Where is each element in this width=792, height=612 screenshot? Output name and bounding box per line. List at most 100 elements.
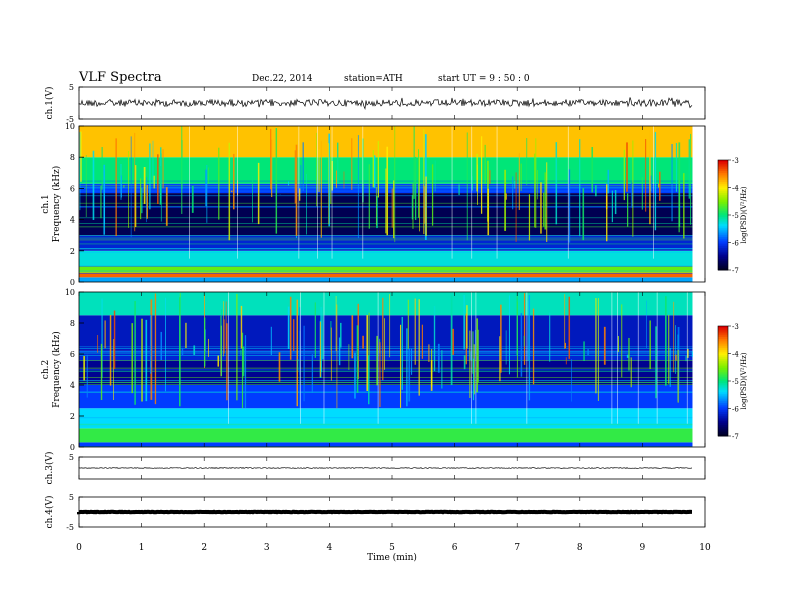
- ch1-spectrogram-panel-colorbar-cell-42: [718, 237, 728, 240]
- ch1-spectrogram-panel-colorbar-cell-38: [718, 229, 728, 232]
- ch1-spectrogram-panel-band-0: [79, 277, 693, 282]
- ch3-waveform-panel-ylabel: ch.3(V): [44, 452, 55, 485]
- ch1-spectrogram-panel-colorbar-cell-15: [718, 187, 728, 190]
- ch1-spectrogram-panel-colorbar-cell-13: [718, 183, 728, 187]
- ch4-waveform-panel-ytick-label-0: 5: [69, 493, 74, 502]
- ch2-spectrogram-panel-colorbar-cell-21: [718, 364, 728, 367]
- ch2-spectrogram-panel-colorbar-cell-15: [718, 353, 728, 356]
- ch1-spectrogram-panel-colorbar-cell-31: [718, 216, 728, 220]
- ch2-spectrogram-panel-ytick-label-1: 2: [70, 412, 75, 421]
- ch1-spectrogram-panel-colorbar-cell-2: [718, 163, 728, 166]
- ch2-spectrogram-panel-colorbar-cell-35: [718, 390, 728, 393]
- ch2-spectrogram-panel-colorbar-cell-44: [718, 406, 728, 409]
- ch2-spectrogram-panel-colorbar-cell-1: [718, 327, 728, 331]
- ch2-spectrogram-panel-colorbar-cell-40: [718, 399, 728, 402]
- ch2-spectrogram-panel-colorbar-cell-7: [718, 338, 728, 342]
- ch1-spectrogram-panel-colorbar-cell-5: [718, 169, 728, 172]
- ch2-spectrogram-panel-ytick-label-4: 8: [70, 319, 75, 328]
- ch1-spectrogram-panel-colorbar-cell-52: [718, 255, 728, 258]
- ch2-spectrogram-panel-colorbar-cell-18: [718, 359, 728, 362]
- ch1-spectrogram-panel-colorbar-cell-56: [718, 262, 728, 265]
- time-tick-label-9: 9: [640, 543, 646, 553]
- time-axis-label: Time (min): [367, 552, 417, 563]
- ch1-spectrogram-panel-colorbar-cell-36: [718, 226, 728, 229]
- ch2-spectrogram-panel-colorbar-cell-34: [718, 388, 728, 391]
- ch2-spectrogram-panel-colorbar-cell-23: [718, 368, 728, 371]
- ch1-spectrogram-panel-band-1: [79, 272, 693, 278]
- ch1-spectrogram-panel-colorbar-cell-47: [718, 246, 728, 249]
- ch1-spectrogram-panel-band-4: [79, 235, 693, 251]
- ch1-spectrogram-panel-colorbar-cell-19: [718, 194, 728, 198]
- ch2-spectrogram-panel-colorbar-cell-36: [718, 392, 728, 395]
- chart-title: VLF Spectra: [79, 70, 162, 85]
- ch1-spectrogram-panel-colorbar-cell-11: [718, 180, 728, 183]
- time-tick-label-2: 2: [201, 543, 207, 553]
- ch1-spectrogram-panel-colorbar-cell-7: [718, 172, 728, 176]
- ch1-spectrogram-panel-band-8: [79, 126, 693, 158]
- ch1-spectrogram-panel-colorbar-cell-3: [718, 165, 728, 168]
- ch1-spectrogram-panel-colorbar-cell-12: [718, 182, 728, 185]
- ch1-spectrogram-panel-ylabel-channel: ch.1: [41, 194, 51, 213]
- ch1-spectrogram-panel-colorbar-cell-44: [718, 240, 728, 243]
- ch1-spectrogram-panel-colorbar-cell-54: [718, 259, 728, 262]
- time-tick-label-1: 1: [139, 543, 145, 553]
- ch2-spectrogram-panel-colorbar-cell-51: [718, 419, 728, 422]
- ch1-spectrogram-panel-cb-tick-label-1: -4: [732, 185, 739, 193]
- ch2-spectrogram-panel-band-4: [79, 360, 693, 385]
- ch2-spectrogram-panel-ytick-label-3: 6: [70, 350, 75, 359]
- ch1-spectrogram-panel-colorbar-cell-57: [718, 264, 728, 267]
- ch3-waveform-panel-ytick-label-0: 5: [69, 453, 74, 462]
- ch2-spectrogram-panel-band-2: [79, 408, 693, 429]
- ch2-spectrogram-panel-colorbar-cell-5: [718, 335, 728, 338]
- ch2-spectrogram-panel-colorbar-cell-33: [718, 386, 728, 389]
- ch2-spectrogram-panel-colorbar-cell-46: [718, 410, 728, 413]
- ch2-spectrogram-panel: [78, 291, 706, 448]
- ch4-waveform-panel: [77, 496, 706, 528]
- ch2-spectrogram-panel-ytick-label-0: 0: [70, 443, 75, 452]
- ch2-spectrogram-panel-colorbar-cell-11: [718, 346, 728, 349]
- ch1-spectrogram-panel-colorbar-cell-17: [718, 191, 728, 194]
- ch1-spectrogram-panel-colorbar: [717, 159, 731, 271]
- ch1-spectrogram-panel-colorbar-cell-14: [718, 185, 728, 188]
- ch1-spectrogram-panel-colorbar-cell-30: [718, 215, 728, 218]
- ch1-spectrogram-panel-colorbar-cell-1: [718, 161, 728, 165]
- ch2-spectrogram-panel-colorbar-cell-52: [718, 421, 728, 424]
- ch2-spectrogram-panel-colorbar-cell-55: [718, 426, 728, 430]
- ch1-waveform-panel-ytick-label-0: 5: [69, 83, 74, 92]
- ch2-spectrogram-panel-colorbar-cell-39: [718, 397, 728, 400]
- ch1-spectrogram-panel-band-2: [79, 266, 693, 273]
- ch2-spectrogram-panel-colorbar-cell-47: [718, 412, 728, 415]
- ch2-spectrogram-panel-colorbar-cell-6: [718, 337, 728, 340]
- ch1-spectrogram-panel-colorbar-cell-8: [718, 174, 728, 177]
- ch2-spectrogram-panel-colorbar-cell-48: [718, 414, 728, 417]
- ch1-spectrogram-panel-colorbar-cell-35: [718, 224, 728, 227]
- ch1-spectrogram-panel-colorbar-cell-29: [718, 213, 728, 216]
- ch1-waveform-panel-ylabel: ch.1(V): [44, 87, 55, 120]
- ch2-spectrogram-panel-colorbar-cell-56: [718, 428, 728, 431]
- ch1-spectrogram-panel-colorbar-cell-48: [718, 248, 728, 251]
- ch2-spectrogram-panel-colorbar-cell-0: [718, 326, 728, 329]
- ch1-spectrogram-panel-colorbar-cell-39: [718, 231, 728, 234]
- ch2-spectrogram-panel-colorbar-label: log(PSD)(V²/Hz): [740, 352, 748, 409]
- ch1-spectrogram-panel-cb-tick-label-0: -3: [732, 157, 739, 165]
- time-tick-label-0: 0: [76, 543, 82, 553]
- ch1-spectrogram-panel-colorbar-cell-53: [718, 257, 728, 260]
- ch1-spectrogram-panel-ytick-label-0: 0: [70, 278, 75, 287]
- ch2-spectrogram-panel-colorbar-cell-16: [718, 355, 728, 358]
- ch3-waveform-panel: [78, 456, 706, 480]
- time-tick-label-3: 3: [264, 543, 270, 553]
- ch2-spectrogram-panel-colorbar-cell-37: [718, 393, 728, 397]
- ch1-spectrogram-panel-ytick-label-5: 10: [65, 122, 75, 131]
- ch3-waveform-panel-trace: [78, 467, 693, 469]
- ch1-spectrogram-panel-cb-tick-label-3: -6: [732, 240, 739, 248]
- ch2-spectrogram-panel-colorbar-cell-53: [718, 423, 728, 426]
- ch1-spectrogram-panel-colorbar-cell-10: [718, 178, 728, 181]
- ch1-spectrogram-panel-colorbar-cell-58: [718, 266, 728, 269]
- ch1-spectrogram-panel-cb-tick-label-4: -7: [732, 267, 739, 275]
- ch1-spectrogram-panel: [78, 125, 706, 283]
- ch1-spectrogram-panel-colorbar-cell-21: [718, 198, 728, 201]
- ch2-spectrogram-panel-colorbar-cell-31: [718, 382, 728, 386]
- ch2-spectrogram-panel-colorbar-cell-49: [718, 415, 728, 419]
- ch1-spectrogram-panel-colorbar-cell-41: [718, 235, 728, 238]
- ch1-spectrogram-panel-colorbar-cell-20: [718, 196, 728, 199]
